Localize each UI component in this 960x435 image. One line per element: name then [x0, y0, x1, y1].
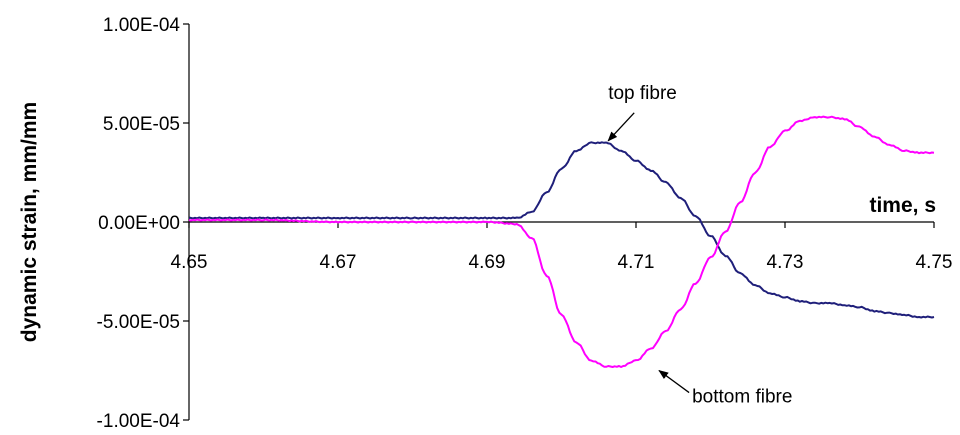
- y-tick-label: 0.00E+00: [98, 213, 180, 234]
- x-tick-label: 4.71: [618, 252, 655, 273]
- annotation-layer: top fibre bottom fibre: [607, 83, 792, 408]
- x-tick-label: 4.73: [767, 252, 804, 273]
- x-axis-title: time, s: [869, 194, 936, 217]
- bottom-fibre-arrow: [658, 369, 690, 394]
- axes: 1.00E-04 5.00E-05 0.00E+00 -5.00E-05 -1.00E-…: [97, 15, 953, 432]
- y-tick-label: 5.00E-05: [103, 114, 180, 135]
- y-tick-label: -1.00E-04: [97, 411, 181, 432]
- bottom-fibre-label: bottom fibre: [692, 387, 792, 408]
- y-tick-label: 1.00E-04: [103, 15, 181, 36]
- top-fibre-label: top fibre: [608, 83, 677, 104]
- y-tick-label: -5.00E-05: [97, 312, 180, 333]
- x-tick-label: 4.67: [320, 252, 357, 273]
- series-layer: [188, 115, 935, 368]
- series-line-bottom-fibre: [188, 115, 935, 368]
- x-tick-label: 4.75: [916, 252, 953, 273]
- top-fibre-arrow: [607, 112, 635, 142]
- x-tick-label: 4.65: [171, 252, 208, 273]
- x-tick-label: 4.69: [469, 252, 506, 273]
- series-line-top-fibre: [188, 141, 935, 319]
- y-axis-title: dynamic strain, mm/mm: [18, 102, 41, 342]
